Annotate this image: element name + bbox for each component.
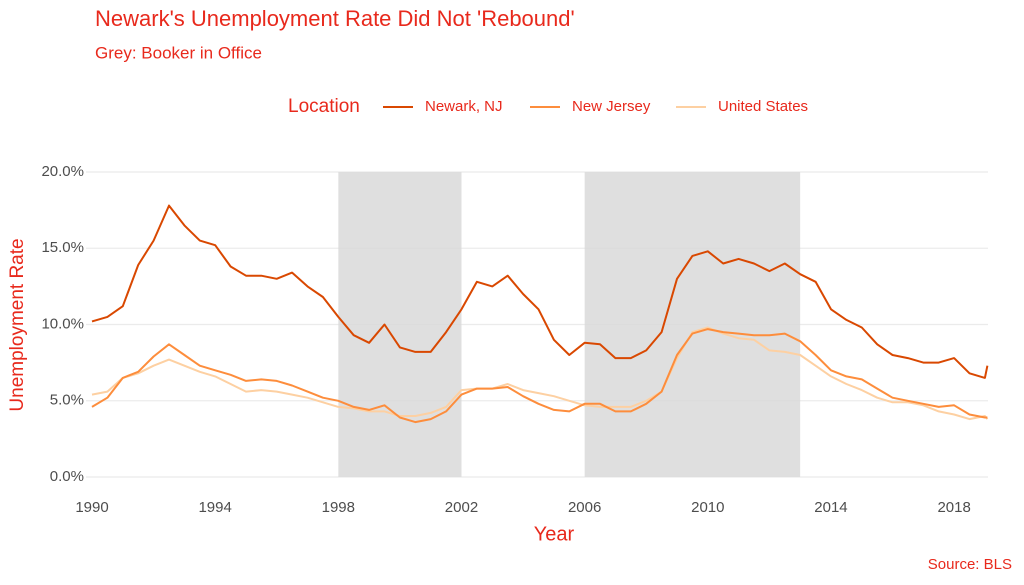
- y-tick-label: 15.0%: [41, 239, 84, 256]
- x-axis-label: Year: [534, 523, 575, 545]
- y-tick-label: 5.0%: [50, 392, 84, 409]
- shaded-period: [584, 172, 801, 477]
- y-axis-label: Unemployment Rate: [7, 238, 28, 411]
- series-line: [91, 204, 989, 379]
- x-tick-label: 2010: [691, 499, 724, 516]
- series-line: [91, 328, 988, 424]
- legend-title: Location: [288, 96, 360, 117]
- x-tick-label: 2006: [568, 499, 601, 516]
- x-tick-label: 1990: [75, 499, 108, 516]
- chart-subtitle: Grey: Booker in Office: [95, 43, 262, 62]
- legend-label: New Jersey: [572, 98, 651, 115]
- series-line: [91, 326, 989, 421]
- y-tick-label: 10.0%: [41, 315, 84, 332]
- y-tick-label: 0.0%: [50, 468, 84, 485]
- legend-label: United States: [718, 98, 808, 115]
- chart-title: Newark's Unemployment Rate Did Not 'Rebo…: [95, 6, 575, 31]
- x-tick-label: 2014: [814, 499, 847, 516]
- x-tick-label: 2002: [445, 499, 478, 516]
- shaded-period: [338, 172, 462, 477]
- x-tick-label: 1998: [322, 499, 355, 516]
- x-tick-label: 1994: [198, 499, 231, 516]
- x-tick-label: 2018: [937, 499, 970, 516]
- y-tick-label: 20.0%: [41, 163, 84, 180]
- legend-label: Newark, NJ: [425, 98, 503, 115]
- caption: Source: BLS: [928, 556, 1012, 573]
